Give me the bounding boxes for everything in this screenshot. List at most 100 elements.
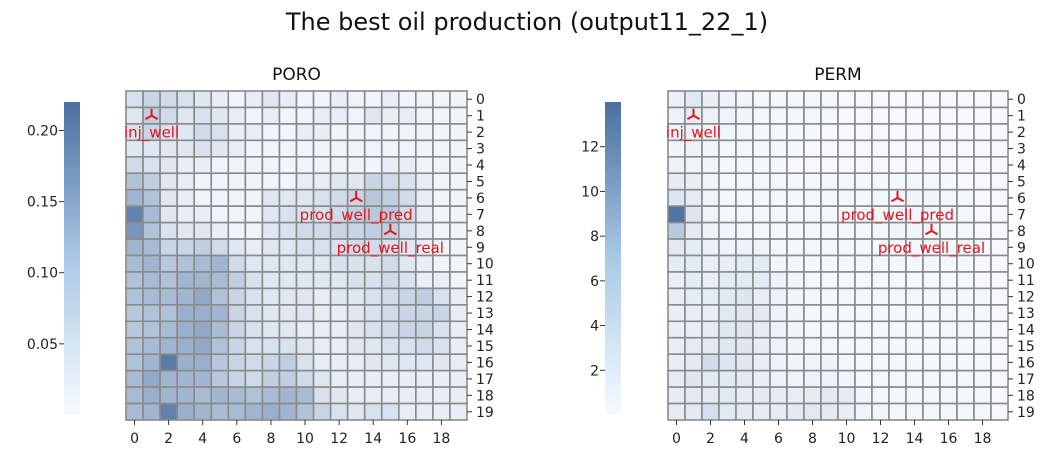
heatmap-cell xyxy=(854,188,873,207)
heatmap-cell xyxy=(278,221,298,240)
heatmap-cell xyxy=(956,402,975,421)
heatmap-cell xyxy=(432,106,451,125)
heatmap-cell xyxy=(329,353,349,372)
heatmap-cell xyxy=(735,386,754,405)
heatmap-cell xyxy=(837,238,856,257)
heatmap-cell xyxy=(735,369,754,388)
well-marker xyxy=(924,223,939,236)
heatmap-cell xyxy=(397,139,417,158)
heatmap-cell xyxy=(684,139,703,158)
y-tick-label: 2 xyxy=(476,125,485,141)
heatmap-cell xyxy=(397,172,417,191)
y-tick-label: 6 xyxy=(1017,191,1026,207)
heatmap-cell xyxy=(803,156,822,175)
heatmap-cell xyxy=(363,188,383,207)
heatmap-cell xyxy=(380,369,400,388)
heatmap-cell xyxy=(227,287,247,306)
heatmap-cell xyxy=(312,336,332,356)
heatmap-cell xyxy=(922,386,941,405)
heatmap-cell xyxy=(210,156,230,175)
heatmap-cell xyxy=(718,238,737,257)
heatmap-cell xyxy=(227,106,247,125)
heatmap-cell xyxy=(227,386,247,405)
heatmap-cell xyxy=(329,386,349,405)
heatmap-cell xyxy=(278,139,298,158)
heatmap-cell xyxy=(125,156,144,175)
heatmap-cell xyxy=(380,106,400,125)
heatmap-cell xyxy=(159,386,178,405)
heatmap-cell xyxy=(922,402,941,421)
heatmap-cell xyxy=(820,320,839,339)
heatmap-cell xyxy=(905,287,924,306)
heatmap-cell xyxy=(837,221,856,240)
heatmap-cell xyxy=(210,106,230,125)
heatmap-cell xyxy=(701,336,720,356)
heatmap-cell xyxy=(380,156,400,175)
heatmap-cell xyxy=(193,369,213,388)
heatmap-cell xyxy=(837,320,856,339)
heatmap-cell xyxy=(244,90,264,109)
heatmap-cell xyxy=(329,304,349,323)
heatmap-cell xyxy=(312,139,332,158)
heatmap-cell xyxy=(820,221,839,240)
heatmap-cell xyxy=(939,287,958,306)
heatmap-cell xyxy=(295,90,315,109)
heatmap-cell xyxy=(397,188,417,207)
heatmap-cell xyxy=(142,386,161,405)
heatmap-cell xyxy=(854,353,873,372)
heatmap-cell xyxy=(380,320,400,339)
heatmap-cell xyxy=(786,106,805,125)
heatmap-cell xyxy=(752,188,771,207)
heatmap-cell xyxy=(261,90,281,109)
heatmap-cell xyxy=(956,156,975,175)
heatmap-cell xyxy=(854,90,873,109)
heatmap-cell xyxy=(346,221,366,240)
y-tick-label: 5 xyxy=(476,174,485,190)
heatmap-cell xyxy=(888,156,907,175)
heatmap-cell xyxy=(176,320,195,339)
heatmap-cell xyxy=(956,139,975,158)
heatmap-cell xyxy=(990,139,1009,158)
heatmap-cell xyxy=(854,386,873,405)
heatmap-cell xyxy=(990,123,1009,142)
heatmap-cell xyxy=(397,106,417,125)
heatmap-cell xyxy=(397,386,417,405)
heatmap-cell xyxy=(905,271,924,290)
heatmap-cell xyxy=(329,123,349,142)
heatmap-cell xyxy=(888,123,907,142)
heatmap-cell xyxy=(244,205,264,224)
heatmap-cell xyxy=(125,336,144,356)
heatmap-cell xyxy=(667,402,686,421)
heatmap-cell xyxy=(227,156,247,175)
heatmap-cell xyxy=(837,123,856,142)
heatmap-cell xyxy=(803,172,822,191)
heatmap-cell xyxy=(295,402,315,421)
heatmap-cell xyxy=(125,172,144,191)
heatmap-cell xyxy=(210,271,230,290)
heatmap-cell xyxy=(973,271,992,290)
y-tick-label: 11 xyxy=(1017,273,1035,289)
x-tick-label: 2 xyxy=(164,431,173,447)
heatmap-cell xyxy=(820,188,839,207)
heatmap-cell xyxy=(329,320,349,339)
heatmap-cell xyxy=(278,172,298,191)
heatmap-cell xyxy=(295,386,315,405)
heatmap-cell xyxy=(278,304,298,323)
heatmap-cell xyxy=(278,287,298,306)
y-tick-label: 18 xyxy=(1017,388,1035,404)
heatmap-cell xyxy=(210,188,230,207)
heatmap-cell xyxy=(312,353,332,372)
heatmap-cell xyxy=(193,123,213,142)
heatmap-cell xyxy=(820,139,839,158)
heatmap-cell xyxy=(193,90,213,109)
heatmap-cell xyxy=(905,320,924,339)
panel-title: PERM xyxy=(814,65,861,85)
heatmap-cell xyxy=(295,336,315,356)
heatmap-cell xyxy=(769,221,788,240)
heatmap-cell xyxy=(415,221,434,240)
heatmap-cell xyxy=(939,188,958,207)
heatmap-cell xyxy=(735,320,754,339)
heatmap-cell xyxy=(990,156,1009,175)
heatmap-cell xyxy=(227,90,247,109)
